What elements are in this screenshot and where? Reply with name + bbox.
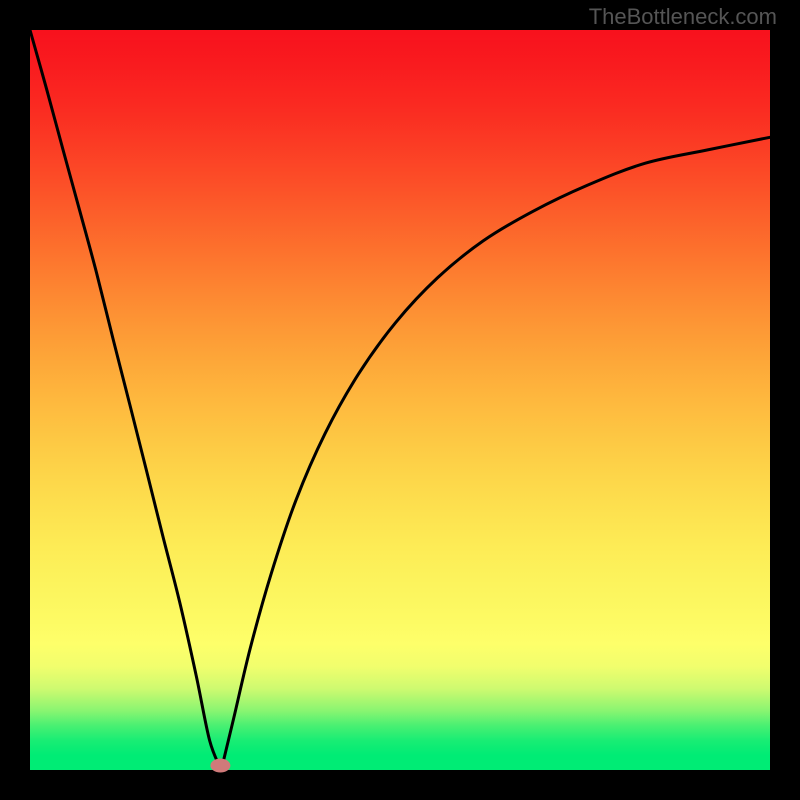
plot-area xyxy=(30,30,770,770)
chart-stage: TheBottleneck.com xyxy=(0,0,800,800)
chart-svg xyxy=(0,0,800,800)
valley-marker xyxy=(210,759,230,773)
